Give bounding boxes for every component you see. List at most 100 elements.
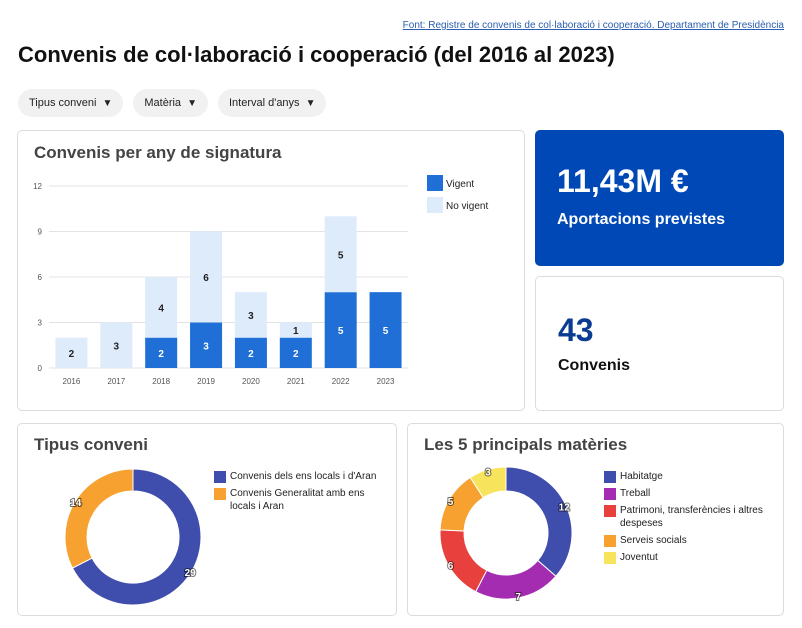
filter-label: Matèria [144,97,182,109]
donut-slice[interactable] [64,468,134,569]
bar-segment[interactable] [234,337,267,368]
legend-item: Serveis socials [604,534,774,547]
tipus-conveni-title: Tipus conveni [34,435,148,454]
tipus-conveni-legend: Convenis dels ens locals i d'Aran Conveni… [214,470,384,517]
x-tick-label: 2018 [152,377,170,386]
kpi-amount-label: Aportacions previstes [557,211,726,228]
kpi-amount-card: 11,43M € Aportacions previstes [535,130,784,266]
legend-item: Treball [604,487,774,500]
materies-title: Les 5 principals matèries [424,435,628,454]
y-tick-label: 6 [38,273,43,282]
page-title: Convenis de col·laboració i cooperació (… [18,42,615,67]
legend-swatch [214,488,226,500]
slice-value-label: 6 [448,561,454,572]
legend-item: Convenis dels ens locals i d'Aran [214,470,384,483]
bar-value-label: 2 [293,349,299,360]
legend-label: Convenis dels ens locals i d'Aran [230,471,377,482]
legend-item: Joventut [604,551,774,564]
legend-swatch [427,175,443,191]
x-tick-label: 2022 [332,377,350,386]
donut-slice[interactable] [469,466,507,499]
slice-value-label: 14 [70,498,82,509]
bar-value-label: 5 [338,326,344,337]
legend-swatch [427,197,443,213]
materies-legend: Habitatge Treball Patrimoni, transferèncie… [604,470,774,568]
bar-chart: 0 3 6 9 12 2 2016 3 2017 2 4 2018 3 6 2019 2 3 2020 2 1 2021… [33,175,488,386]
x-tick-label: 2020 [242,377,260,386]
slice-value-label: 29 [185,568,197,579]
bar-value-label: 6 [203,273,209,284]
kpi-count-value: 43 [558,312,594,348]
legend-swatch [214,471,226,483]
legend-swatch [604,471,616,483]
bar-segment[interactable] [279,337,312,368]
y-tick-label: 12 [33,182,42,191]
legend-label: Treball [620,488,651,499]
filter-label: Tipus conveni [29,97,97,109]
filter-materia[interactable]: Matèria ▼ [133,89,208,117]
y-tick-label: 3 [38,319,43,328]
donut-slice[interactable] [505,466,573,577]
bar-value-label: 1 [293,326,299,337]
x-tick-label: 2023 [377,377,395,386]
materies-donut: 12 7 6 5 3 [439,466,573,604]
legend-item: Habitatge [604,470,774,483]
bar-value-label: 3 [248,311,254,322]
kpi-amount-value: 11,43M € [557,163,689,199]
bar-chart-card: Convenis per any de signatura 0 3 6 9 12 2 201… [17,130,525,411]
slice-value-label: 3 [485,468,491,479]
bar-segment[interactable] [279,322,312,338]
bar-segment[interactable] [190,231,223,323]
bar-value-label: 5 [338,250,344,261]
bar-chart-title: Convenis per any de signatura [34,143,282,162]
x-tick-label: 2019 [197,377,215,386]
filter-tipus-conveni[interactable]: Tipus conveni ▼ [18,89,124,117]
bar-segment[interactable] [190,322,223,369]
filter-interval-anys[interactable]: Interval d'anys ▼ [217,89,327,117]
materies-card: Les 5 principals matèries 12 7 6 5 3 Habitat… [407,423,784,616]
x-tick-label: 2021 [287,377,305,386]
bar-segment[interactable] [324,292,357,368]
filter-label: Interval d'anys [228,97,300,109]
bar-segment[interactable] [145,277,178,338]
tipus-conveni-donut: 29 14 [64,468,202,606]
y-tick-label: 9 [38,228,43,237]
donut-slice[interactable] [71,468,202,606]
legend-label: Serveis socials [620,535,687,546]
legend-label: Habitatge [620,471,663,482]
x-tick-label: 2017 [107,377,125,386]
filter-bar: Tipus conveni ▼ Matèria ▼ Interval d'any… [18,89,327,117]
source-link[interactable]: Font: Registre de convenis de col·labora… [402,20,784,31]
bar-segment[interactable] [145,337,178,368]
legend-label: Vigent [446,179,474,190]
bar-value-label: 4 [158,303,164,314]
chevron-down-icon: ▼ [187,97,197,109]
bar-value-label: 2 [248,349,254,360]
bar-segment[interactable] [234,292,267,338]
slice-value-label: 12 [559,502,571,513]
bar-value-label: 2 [158,349,164,360]
legend-swatch [604,552,616,564]
legend-label: Convenis Generalitat amb ens locals i Ar… [230,488,365,512]
legend-label: Joventut [620,552,658,563]
tipus-conveni-card: Tipus conveni 29 14 Convenis dels ens loc… [17,423,397,616]
kpi-count-card: 43 Convenis [535,276,784,411]
y-tick-label: 0 [38,364,43,373]
legend-swatch [604,535,616,547]
bar-value-label: 3 [203,341,209,352]
slice-value-label: 7 [515,592,521,603]
chevron-down-icon: ▼ [305,97,316,109]
bar-value-label: 5 [383,326,389,337]
bar-value-label: 3 [114,341,120,352]
bar-segment[interactable] [55,337,88,368]
bar-segment[interactable] [324,216,357,293]
legend-item: Convenis Generalitat amb ens locals i Ar… [214,487,384,513]
legend-item: Patrimoni, transferències i altres despe… [604,504,774,530]
bar-segment[interactable] [369,292,402,368]
x-tick-label: 2016 [63,377,81,386]
legend-label: Patrimoni, transferències i altres despe… [620,505,763,529]
legend-swatch [604,505,616,517]
bar-segment[interactable] [100,322,133,369]
legend-swatch [604,488,616,500]
chevron-down-icon: ▼ [102,97,113,109]
